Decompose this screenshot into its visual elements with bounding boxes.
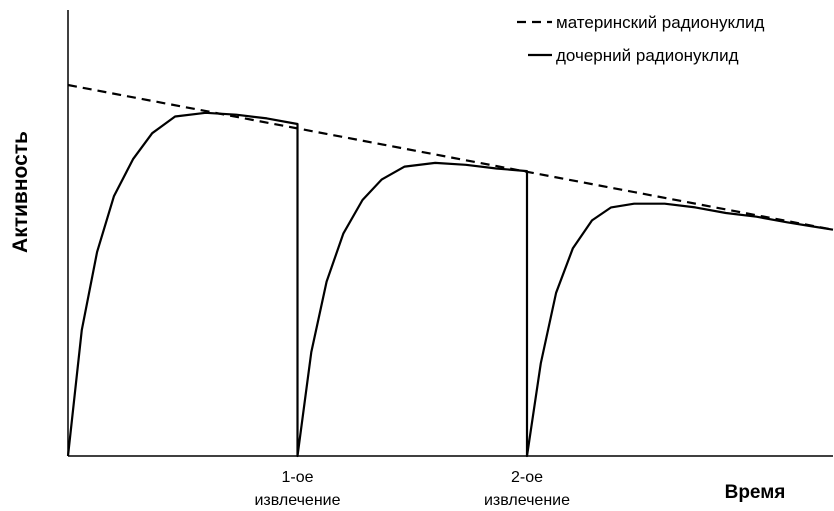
series-line-mother xyxy=(67,83,834,231)
legend-item-daughter: дочерний радионуклид xyxy=(528,46,739,65)
legend-label-daughter: дочерний радионуклид xyxy=(556,46,739,65)
x-tick-label-1-line1: 1-ое xyxy=(281,469,313,486)
x-axis-label: Время xyxy=(725,482,786,503)
x-tick-labels: 1-ое извлечение 2-ое извлечение xyxy=(254,469,570,509)
legend-label-mother: материнский радионуклид xyxy=(556,13,765,32)
legend: материнский радионуклид дочерний радиону… xyxy=(517,13,765,65)
series-layer xyxy=(66,83,834,458)
series-line-daughter xyxy=(66,111,834,458)
plot-area xyxy=(67,10,833,457)
legend-item-mother: материнский радионуклид xyxy=(517,13,765,32)
y-axis-label: Активность xyxy=(9,131,32,253)
x-tick-label-1-line2: извлечение xyxy=(254,492,340,509)
x-tick-label-2-line1: 2-ое xyxy=(511,469,543,486)
x-tick-label-2-line2: извлечение xyxy=(484,492,570,509)
